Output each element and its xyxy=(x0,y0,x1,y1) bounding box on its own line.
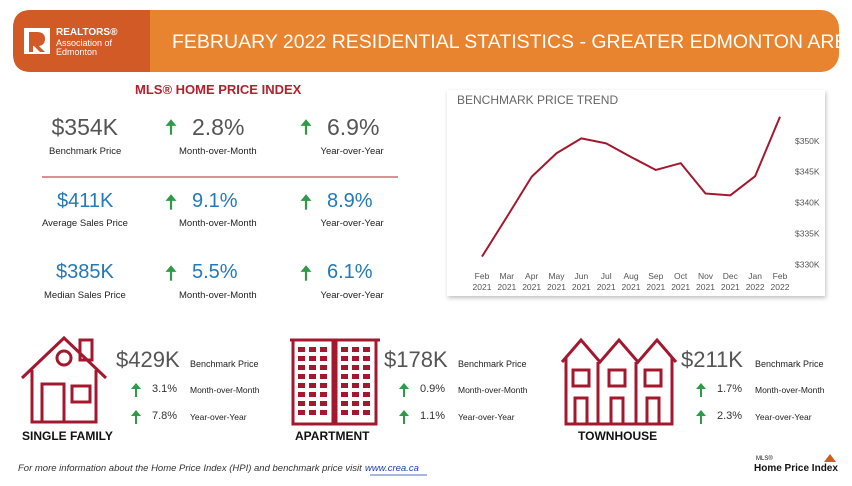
property-change-label: Month-over-Month xyxy=(458,385,528,395)
up-arrow xyxy=(131,410,141,424)
x-tick-label: Jun 2021 xyxy=(571,271,591,292)
y-tick-label: $350K xyxy=(795,136,820,146)
x-tick-label: Nov 2021 xyxy=(696,271,715,292)
mls-logo-top: MLS® xyxy=(756,456,773,462)
property-name: SINGLE FAMILY xyxy=(22,429,113,443)
up-arrow xyxy=(131,383,141,397)
house-icon xyxy=(20,335,108,424)
mls-logo-mark xyxy=(824,454,836,462)
footer-text: For more information about the Home Pric… xyxy=(18,463,362,474)
y-tick-label: $345K xyxy=(795,167,820,177)
up-arrow xyxy=(300,194,312,210)
property-change: 7.8% xyxy=(152,410,178,422)
stat-change: 8.9% xyxy=(327,190,373,212)
logo-text: Edmonton xyxy=(56,47,98,57)
stat-change: 9.1% xyxy=(192,190,238,212)
stat-label: Year-over-Year xyxy=(320,146,384,157)
logo-text: REALTORS® xyxy=(56,27,118,38)
x-tick-label: Apr 2021 xyxy=(522,271,542,292)
stat-label: Year-over-Year xyxy=(320,218,384,229)
up-arrow xyxy=(300,119,312,135)
property-change-label: Month-over-Month xyxy=(755,385,825,395)
apartment-icon xyxy=(290,338,380,426)
x-tick-label: Mar 2021 xyxy=(497,271,517,292)
x-tick-label: May 2021 xyxy=(547,271,566,292)
property-name: TOWNHOUSE xyxy=(578,429,658,443)
x-tick-label: Jul 2021 xyxy=(596,271,616,292)
x-tick-label: Aug 2021 xyxy=(621,271,641,292)
x-tick-label: Oct 2021 xyxy=(671,271,691,292)
property-change-label: Month-over-Month xyxy=(190,385,260,395)
property-value-label: Benchmark Price xyxy=(458,359,527,369)
stat-value: $411K xyxy=(57,190,114,212)
property-change-label: Year-over-Year xyxy=(755,412,812,422)
property-change: 0.9% xyxy=(420,383,446,395)
stat-change: 6.1% xyxy=(327,261,373,283)
stat-value: $385K xyxy=(56,261,114,283)
property-change: 2.3% xyxy=(717,410,743,422)
property-name: APARTMENT xyxy=(295,429,370,443)
property-value-label: Benchmark Price xyxy=(190,359,259,369)
logo-text: Association of xyxy=(56,38,113,48)
stat-label: Average Sales Price xyxy=(42,218,128,229)
stat-label: Year-over-Year xyxy=(320,290,384,301)
x-tick-label: Dec 2021 xyxy=(720,271,740,292)
property-value: $211K xyxy=(681,347,743,372)
property-value: $178K xyxy=(384,347,448,372)
x-tick-label: Sep 2021 xyxy=(646,271,666,292)
mls-logo: Home Price Index xyxy=(754,463,838,474)
chart-title: BENCHMARK PRICE TREND xyxy=(457,93,619,107)
up-arrow xyxy=(696,383,706,397)
up-arrow xyxy=(696,410,706,424)
stat-value: $354K xyxy=(51,114,119,140)
up-arrow xyxy=(399,410,409,424)
up-arrow xyxy=(165,265,177,281)
property-change-label: Year-over-Year xyxy=(190,412,247,422)
footer-link[interactable]: www.crea.ca xyxy=(365,463,419,474)
logo-r xyxy=(29,32,45,52)
up-arrow xyxy=(300,265,312,281)
townhouse-icon xyxy=(560,337,678,426)
trend-line xyxy=(481,116,781,258)
y-tick-label: $335K xyxy=(795,229,820,239)
up-arrow xyxy=(165,119,177,135)
apartment-windows xyxy=(298,347,370,415)
property-change: 3.1% xyxy=(152,383,178,395)
stat-change: 6.9% xyxy=(327,114,380,140)
stat-label: Benchmark Price xyxy=(49,146,122,157)
x-tick-label: Jan 2022 xyxy=(745,271,765,292)
stat-label: Median Sales Price xyxy=(44,290,126,301)
stat-change: 5.5% xyxy=(192,261,238,283)
property-change: 1.1% xyxy=(420,410,446,422)
header-title: FEBRUARY 2022 RESIDENTIAL STATISTICS - G… xyxy=(172,31,852,53)
stat-label: Month-over-Month xyxy=(179,290,257,301)
up-arrow xyxy=(399,383,409,397)
stat-change: 2.8% xyxy=(192,114,245,140)
x-tick-label: Feb 2022 xyxy=(770,271,790,292)
stat-label: Month-over-Month xyxy=(179,146,257,157)
header-banner xyxy=(13,10,839,72)
property-value: $429K xyxy=(116,347,180,372)
property-change: 1.7% xyxy=(717,383,743,395)
up-arrow xyxy=(165,194,177,210)
chart-card xyxy=(447,90,825,296)
property-change-label: Year-over-Year xyxy=(458,412,515,422)
x-tick-label: Feb 2021 xyxy=(472,271,492,292)
y-tick-label: $330K xyxy=(795,260,820,270)
property-value-label: Benchmark Price xyxy=(755,359,824,369)
section-title: MLS® HOME PRICE INDEX xyxy=(135,82,302,97)
y-tick-label: $340K xyxy=(795,198,820,208)
stat-label: Month-over-Month xyxy=(179,218,257,229)
logo-bg xyxy=(13,10,150,72)
